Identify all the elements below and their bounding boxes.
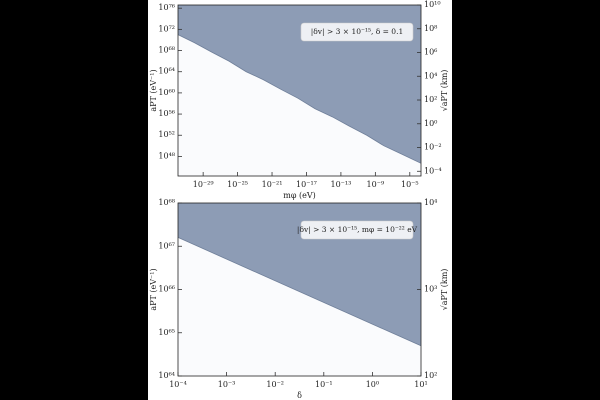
y2-tick-label: 10⁴ (424, 198, 437, 207)
x-axis-label: δ (297, 391, 302, 400)
y-tick-label: 10⁵² (158, 130, 175, 139)
x-tick-label: 10⁻⁹ (367, 180, 385, 189)
x-tick-label: 10⁻²¹ (262, 180, 283, 189)
y2-axis-label: √aPT (km) (440, 269, 449, 311)
boundary-line (177, 237, 422, 347)
x-tick-label: 10⁻¹ (315, 380, 333, 389)
y2-tick-label: 10⁴ (424, 71, 437, 80)
y-axis-label: aPT (eV⁻¹) (149, 69, 158, 111)
y2-tick-label: 10² (424, 371, 437, 380)
y-tick-label: 10⁶⁰ (158, 88, 175, 97)
y2-tick-label: 10⁸ (424, 24, 437, 33)
y-tick-label: 10⁶⁴ (158, 67, 175, 76)
y-tick-label: 10⁶⁶ (158, 285, 175, 294)
y-tick-label: 10⁷² (158, 24, 175, 33)
x-tick-label: 10⁻² (266, 380, 284, 389)
x-tick-label: 10⁻⁵ (401, 180, 419, 189)
y-tick-label: 10⁷⁶ (158, 3, 175, 12)
y2-axis-label: √aPT (km) (440, 70, 449, 112)
y2-tick-label: 10⁶ (424, 48, 437, 57)
x-tick-label: 10⁻¹³ (331, 180, 352, 189)
x-tick-label: 10⁻⁴ (169, 380, 187, 389)
x-tick-label: 10⁻³ (218, 380, 236, 389)
annotation: |δv| > 3 × 10⁻¹⁵, mφ = 10⁻²² eV (297, 225, 418, 234)
y2-tick-label: 10⁰ (424, 119, 437, 128)
y2-tick-label: 10² (424, 95, 437, 104)
x-tick-label: 10¹ (414, 380, 427, 389)
y-tick-label: 10⁴⁸ (158, 151, 175, 160)
x-axis-label: mφ (eV) (283, 191, 315, 200)
y2-tick-label: 10¹⁰ (424, 0, 441, 9)
annotation-box (300, 22, 414, 42)
x-tick-label: 10⁰ (366, 380, 379, 389)
boundary-line (177, 34, 422, 164)
y2-tick-label: 10⁻² (424, 143, 442, 152)
y2-tick-label: 10⁻⁴ (424, 166, 442, 175)
y-axis-label: aPT (eV⁻¹) (149, 268, 158, 310)
y-tick-label: 10⁶⁴ (158, 371, 175, 380)
annotation-box (300, 220, 414, 240)
x-tick-label: 10⁻²⁵ (227, 180, 248, 189)
y-tick-label: 10⁶⁸ (158, 198, 175, 207)
excluded-region (178, 5, 421, 164)
y2-tick-label: 10³ (424, 285, 437, 294)
y-tick-label: 10⁶⁷ (158, 241, 175, 250)
x-tick-label: 10⁻²⁹ (193, 180, 215, 189)
x-tick-label: 10⁻¹⁷ (296, 180, 317, 189)
y-tick-label: 10⁵⁶ (158, 109, 175, 118)
plot-frame (177, 4, 422, 177)
y-tick-label: 10⁶⁵ (158, 328, 175, 337)
y-tick-label: 10⁶⁸ (158, 46, 175, 55)
annotation: |δv| > 3 × 10⁻¹⁵, δ = 0.1 (311, 27, 403, 36)
